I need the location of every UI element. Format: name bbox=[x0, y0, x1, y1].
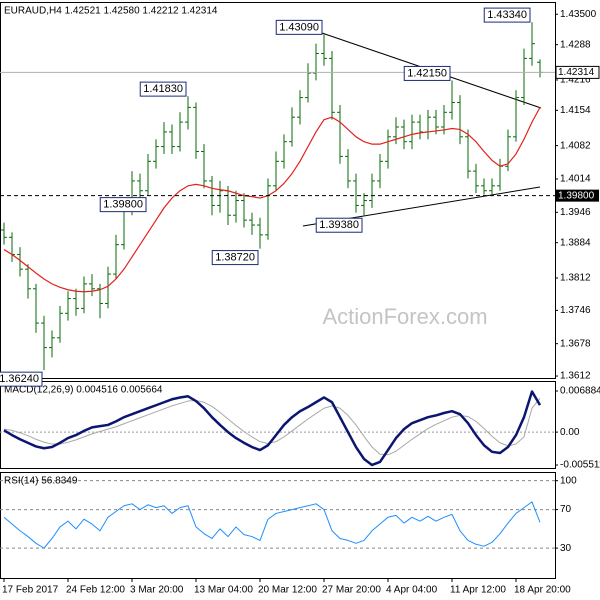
price-label-box bbox=[555, 65, 600, 79]
y-tick-label: 1.3746 bbox=[560, 305, 591, 316]
price-panel bbox=[0, 2, 556, 379]
annotation-box bbox=[211, 250, 259, 266]
annotation-box bbox=[275, 19, 323, 35]
y-tick-label: 0.00 bbox=[560, 427, 580, 438]
y-tick-label: 1.3678 bbox=[560, 338, 591, 349]
x-tick-label: 3 Mar 20:00 bbox=[130, 585, 184, 596]
y-tick-label: 1.4082 bbox=[560, 140, 591, 151]
x-tick-label: 13 Mar 04:00 bbox=[194, 585, 253, 596]
y-tick-label: -0.005511 bbox=[560, 460, 600, 471]
rsi-panel bbox=[0, 472, 556, 579]
macd-line bbox=[3, 397, 541, 456]
y-tick-label: 1.3812 bbox=[560, 273, 591, 284]
annotation-box bbox=[483, 7, 531, 23]
y-tick-label: 0.006884 bbox=[560, 386, 600, 397]
annotation-label: 1.39380 bbox=[319, 219, 359, 231]
x-tick-label: 18 Apr 20:00 bbox=[514, 585, 571, 596]
y-tick-label: 1.4154 bbox=[560, 105, 591, 116]
annotation-box bbox=[315, 217, 363, 233]
rsi-line bbox=[3, 501, 541, 549]
y-tick-label: 1.4216 bbox=[560, 75, 591, 86]
y-tick-label: 70 bbox=[560, 504, 572, 515]
level-label: 1.39800 bbox=[558, 190, 595, 201]
annotation-label: 1.39800 bbox=[103, 199, 143, 211]
x-tick-label: 27 Mar 20:00 bbox=[322, 585, 381, 596]
macd-line bbox=[3, 390, 542, 467]
annotation-box bbox=[0, 371, 43, 387]
y-tick-label: 1.3884 bbox=[560, 237, 591, 248]
annotation-box bbox=[99, 197, 147, 213]
y-tick-label: 1.3946 bbox=[560, 207, 591, 218]
price-label: 1.42314 bbox=[558, 67, 595, 78]
annotation-label: 1.36240 bbox=[0, 373, 39, 385]
x-tick-label: 24 Feb 12:00 bbox=[66, 585, 125, 596]
level-label-box bbox=[556, 189, 599, 202]
moving-average bbox=[3, 107, 541, 293]
y-tick-label: 1.43500 bbox=[560, 9, 597, 20]
x-tick-label: 17 Feb 2017 bbox=[2, 585, 59, 596]
annotation-label: 1.43090 bbox=[279, 21, 319, 33]
y-tick-label: 100 bbox=[560, 475, 577, 486]
rsi-header: RSI(14) 56.8349 bbox=[4, 476, 78, 487]
y-tick-label: 1.4014 bbox=[560, 174, 591, 185]
annotation-label: 1.43340 bbox=[487, 9, 527, 21]
x-tick-label: 20 Mar 12:00 bbox=[258, 585, 317, 596]
annotation-label: 1.41830 bbox=[143, 83, 183, 95]
annotation-box bbox=[139, 81, 187, 97]
watermark: ActionForex.com bbox=[322, 304, 487, 329]
annotation-label: 1.42150 bbox=[407, 67, 447, 79]
macd-header: MACD(12,26,9) 0.004516 0.005664 bbox=[4, 385, 163, 396]
annotation-label: 1.38720 bbox=[215, 251, 255, 263]
annotation-box bbox=[403, 65, 451, 81]
x-tick-label: 4 Apr 04:00 bbox=[386, 585, 438, 596]
x-tick-label: 11 Apr 12:00 bbox=[450, 585, 506, 596]
y-tick-label: 30 bbox=[560, 543, 572, 554]
y-tick-label: 1.3612 bbox=[560, 371, 591, 382]
y-tick-label: 1.4288 bbox=[560, 39, 591, 50]
macd-panel bbox=[0, 381, 556, 469]
price-header: EURAUD,H4 1.42521 1.42580 1.42212 1.4231… bbox=[4, 6, 218, 17]
